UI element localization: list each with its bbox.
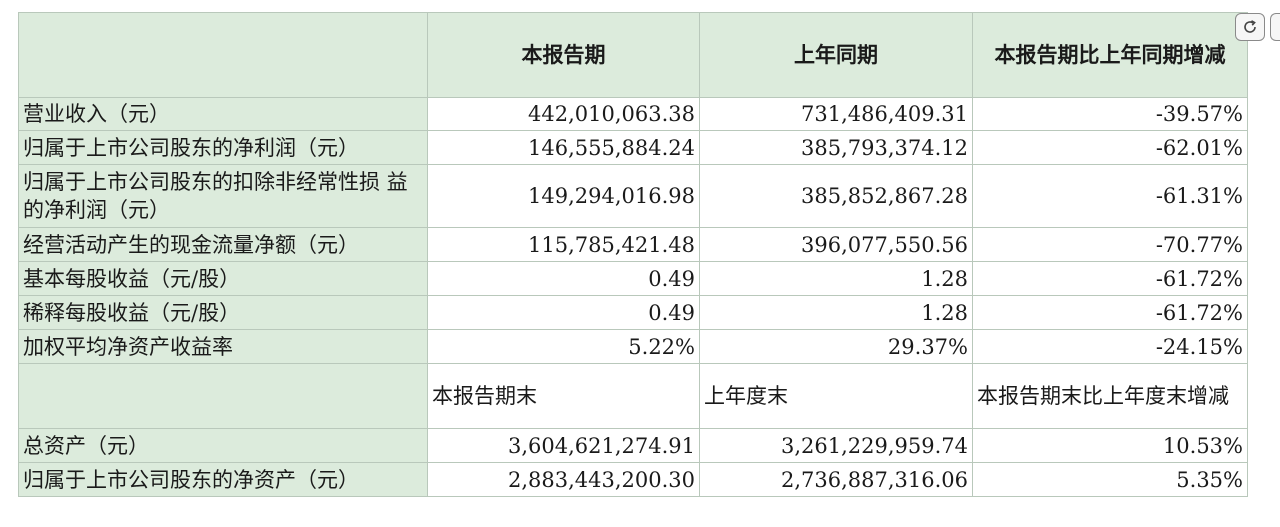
header-blank <box>18 12 428 98</box>
cell-change: -70.77% <box>972 227 1248 262</box>
cell-change: 5.35% <box>972 462 1248 497</box>
row-label: 经营活动产生的现金流量净额（元） <box>18 227 428 262</box>
table-row: 加权平均净资产收益率 5.22% 29.37% -24.15% <box>18 329 1248 364</box>
cell-current: 0.49 <box>427 295 700 330</box>
subheader-period-end: 本报告期末 <box>427 363 700 429</box>
cell-change: -39.57% <box>972 97 1248 131</box>
cell-current: 149,294,016.98 <box>427 164 700 228</box>
cell-change: -61.72% <box>972 295 1248 330</box>
table-row: 经营活动产生的现金流量净额（元） 115,785,421.48 396,077,… <box>18 227 1248 262</box>
cell-change: 10.53% <box>972 428 1248 463</box>
cell-prior: 731,486,409.31 <box>699 97 973 131</box>
cell-current: 3,604,621,274.91 <box>427 428 700 463</box>
cell-current: 5.22% <box>427 329 700 364</box>
table-row: 归属于上市公司股东的净资产（元） 2,883,443,200.30 2,736,… <box>18 462 1248 497</box>
cell-prior: 29.37% <box>699 329 973 364</box>
row-label: 稀释每股收益（元/股） <box>18 295 428 330</box>
cell-current: 0.49 <box>427 261 700 296</box>
table-row: 总资产（元） 3,604,621,274.91 3,261,229,959.74… <box>18 428 1248 463</box>
cell-change: -62.01% <box>972 130 1248 165</box>
cell-current: 2,883,443,200.30 <box>427 462 700 497</box>
header-current-period: 本报告期 <box>427 12 700 98</box>
row-label: 基本每股收益（元/股） <box>18 261 428 296</box>
financial-table: 本报告期 上年同期 本报告期比上年同期增减 营业收入（元） 442,010,06… <box>18 12 1248 497</box>
row-label: 归属于上市公司股东的净资产（元） <box>18 462 428 497</box>
row-label: 营业收入（元） <box>18 97 428 131</box>
cell-prior: 2,736,887,316.06 <box>699 462 973 497</box>
header-change: 本报告期比上年同期增减 <box>972 12 1248 98</box>
adjacent-button-edge[interactable] <box>1270 13 1280 41</box>
cell-current: 442,010,063.38 <box>427 97 700 131</box>
cell-prior: 3,261,229,959.74 <box>699 428 973 463</box>
table-row: 稀释每股收益（元/股） 0.49 1.28 -61.72% <box>18 295 1248 330</box>
row-label: 总资产（元） <box>18 428 428 463</box>
table-row: 归属于上市公司股东的扣除非经常性损 益的净利润（元） 149,294,016.9… <box>18 164 1248 228</box>
cell-current: 115,785,421.48 <box>427 227 700 262</box>
cell-change: -61.72% <box>972 261 1248 296</box>
cell-prior: 396,077,550.56 <box>699 227 973 262</box>
header-prior-period: 上年同期 <box>699 12 973 98</box>
row-label: 加权平均净资产收益率 <box>18 329 428 364</box>
table-row: 营业收入（元） 442,010,063.38 731,486,409.31 -3… <box>18 97 1248 131</box>
row-label: 归属于上市公司股东的净利润（元） <box>18 130 428 165</box>
reload-button[interactable] <box>1235 13 1265 41</box>
cell-prior: 1.28 <box>699 295 973 330</box>
subheader-change: 本报告期末比上年度末增减 <box>972 363 1248 429</box>
cell-change: -24.15% <box>972 329 1248 364</box>
table-row: 归属于上市公司股东的净利润（元） 146,555,884.24 385,793,… <box>18 130 1248 165</box>
table-subheader-row: 本报告期末 上年度末 本报告期末比上年度末增减 <box>18 363 1248 429</box>
cell-current: 146,555,884.24 <box>427 130 700 165</box>
cell-prior: 385,852,867.28 <box>699 164 973 228</box>
row-label: 归属于上市公司股东的扣除非经常性损 益的净利润（元） <box>18 164 428 228</box>
reload-icon <box>1244 20 1256 33</box>
cell-prior: 1.28 <box>699 261 973 296</box>
subheader-blank <box>18 363 428 429</box>
table-header-row: 本报告期 上年同期 本报告期比上年同期增减 <box>18 12 1248 98</box>
subheader-prior-year-end: 上年度末 <box>699 363 973 429</box>
table-row: 基本每股收益（元/股） 0.49 1.28 -61.72% <box>18 261 1248 296</box>
cell-prior: 385,793,374.12 <box>699 130 973 165</box>
cell-change: -61.31% <box>972 164 1248 228</box>
